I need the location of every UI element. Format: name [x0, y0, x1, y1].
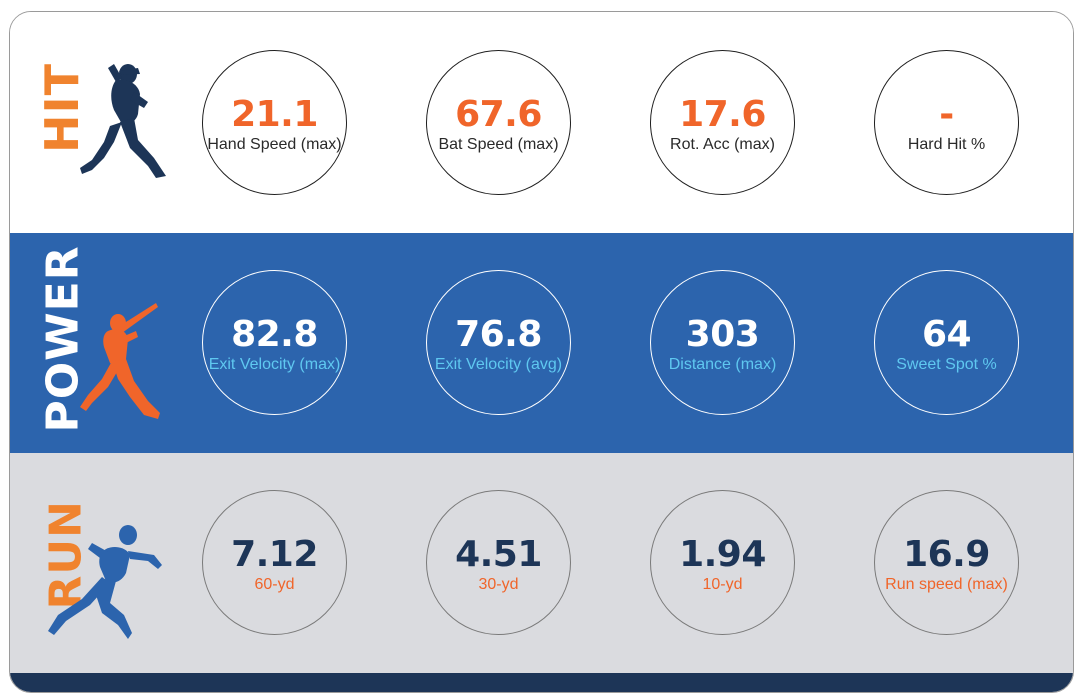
footer-bar: [10, 673, 1073, 692]
exit-velocity-avg-stat: 76.8 Exit Velocity (avg): [426, 270, 571, 415]
stat-label: Run speed (max): [885, 575, 1008, 593]
stat-value: 64: [921, 313, 972, 355]
hand-speed-stat: 21.1 Hand Speed (max): [202, 50, 347, 195]
rot-acc-stat: 17.6 Rot. Acc (max): [650, 50, 795, 195]
stat-label: Hand Speed (max): [207, 135, 342, 153]
batter-swing-icon: [80, 303, 160, 419]
stat-value: 7.12: [231, 533, 318, 575]
stat-label: Rot. Acc (max): [670, 135, 775, 153]
bat-speed-stat: 67.6 Bat Speed (max): [426, 50, 571, 195]
stat-value: 82.8: [231, 313, 318, 355]
run-speed-stat: 16.9 Run speed (max): [874, 490, 1019, 635]
stat-value: 17.6: [679, 93, 766, 135]
sprinter-icon: [48, 525, 162, 639]
thirty-yd-stat: 4.51 30-yd: [426, 490, 571, 635]
stat-value: -: [939, 93, 954, 135]
stat-label: Hard Hit %: [907, 135, 986, 153]
stat-value: 16.9: [903, 533, 990, 575]
stat-value: 76.8: [455, 313, 542, 355]
stat-label: Sweet Spot %: [896, 355, 997, 373]
exit-velocity-max-stat: 82.8 Exit Velocity (max): [202, 270, 347, 415]
stat-value: 67.6: [455, 93, 542, 135]
hard-hit-stat: - Hard Hit %: [874, 50, 1019, 195]
stat-label: Bat Speed (max): [438, 135, 559, 153]
batter-stance-icon: [80, 64, 166, 178]
stat-label: Distance (max): [668, 355, 777, 373]
sweet-spot-stat: 64 Sweet Spot %: [874, 270, 1019, 415]
hit-section: HIT 21.1 Hand Speed (max) 67.6 Bat Speed…: [10, 12, 1073, 233]
stat-value: 21.1: [231, 93, 318, 135]
stat-label: 30-yd: [478, 575, 519, 593]
stat-label: Exit Velocity (max): [208, 355, 341, 373]
stats-card: HIT 21.1 Hand Speed (max) 67.6 Bat Speed…: [9, 11, 1074, 693]
distance-max-stat: 303 Distance (max): [650, 270, 795, 415]
ten-yd-stat: 1.94 10-yd: [650, 490, 795, 635]
power-section: POWER 82.8 Exit Velocity (max) 76.8 Exit…: [10, 233, 1073, 453]
run-section: RUN 7.12 60-yd 4.51 30-yd 1.94 10-yd 16.…: [10, 453, 1073, 673]
sixty-yd-stat: 7.12 60-yd: [202, 490, 347, 635]
stat-label: Exit Velocity (avg): [434, 355, 563, 373]
stat-value: 4.51: [455, 533, 542, 575]
stat-value: 303: [685, 313, 760, 355]
stat-label: 60-yd: [254, 575, 295, 593]
stat-value: 1.94: [679, 533, 766, 575]
stat-label: 10-yd: [702, 575, 743, 593]
